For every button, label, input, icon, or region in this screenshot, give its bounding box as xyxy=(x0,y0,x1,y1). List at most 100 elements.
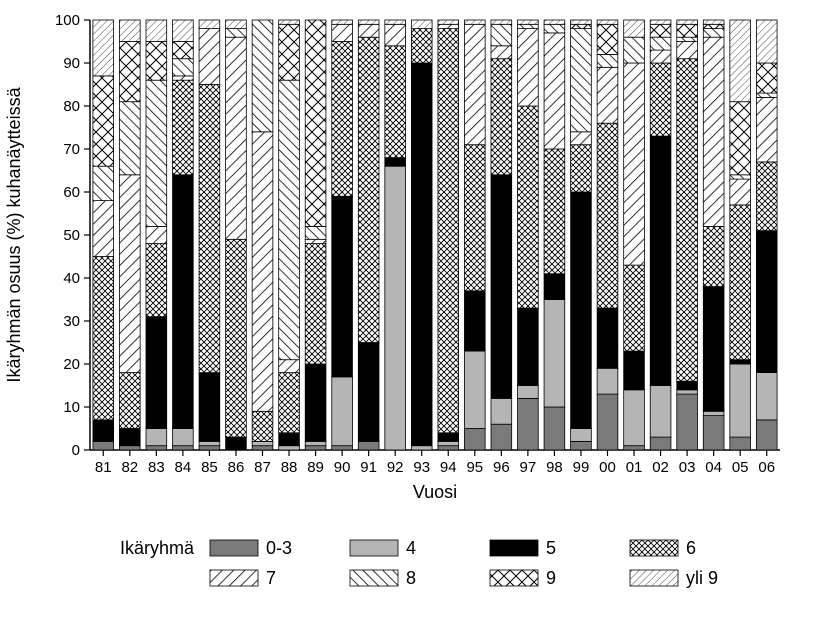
bar-segment xyxy=(305,239,326,243)
bar-segment xyxy=(677,381,698,390)
x-tick-label: 03 xyxy=(679,459,696,476)
bar-segment xyxy=(544,274,565,300)
bar-segment xyxy=(624,37,645,63)
bar-segment xyxy=(146,20,167,42)
bar-segment xyxy=(93,441,114,450)
y-tick-label: 10 xyxy=(63,399,80,416)
bar-segment xyxy=(332,446,353,450)
bar-segment xyxy=(756,162,777,231)
x-axis-label: Vuosi xyxy=(413,482,457,502)
bar-segment xyxy=(491,424,512,450)
bar-segment xyxy=(199,373,220,442)
legend-swatch xyxy=(490,540,538,556)
bar-segment xyxy=(199,446,220,450)
legend-swatch xyxy=(350,540,398,556)
bar-segment xyxy=(518,20,539,24)
bar-segment xyxy=(491,59,512,175)
y-tick-label: 100 xyxy=(55,12,80,29)
stacked-bar-chart: 0102030405060708090100Ikäryhmän osuus (%… xyxy=(0,0,816,624)
bar-segment xyxy=(438,29,459,433)
bar-segment xyxy=(571,429,592,442)
x-tick-label: 85 xyxy=(201,459,218,476)
bar-segment xyxy=(279,360,300,373)
bar-segment xyxy=(650,24,671,37)
bar-segment xyxy=(146,244,167,317)
bar-segment xyxy=(677,20,698,24)
bar-segment xyxy=(305,226,326,239)
legend-swatch xyxy=(210,570,258,586)
bar-segment xyxy=(730,175,751,179)
x-tick-label: 93 xyxy=(413,459,430,476)
bar-segment xyxy=(252,411,273,441)
bar-segment xyxy=(650,50,671,63)
bar-segment xyxy=(438,433,459,442)
bar-segment xyxy=(173,42,194,59)
bar-segment xyxy=(518,106,539,308)
bar-segment xyxy=(518,386,539,399)
x-tick-label: 83 xyxy=(148,459,165,476)
bar-segment xyxy=(173,76,194,80)
bar-segment xyxy=(624,20,645,37)
bar-segment xyxy=(119,429,140,446)
bar-segment xyxy=(650,63,671,136)
bar-segment xyxy=(252,132,273,412)
bar-segment xyxy=(119,175,140,373)
bar-segment xyxy=(597,368,618,394)
x-tick-label: 88 xyxy=(281,459,298,476)
bar-segment xyxy=(226,29,247,38)
bar-segment xyxy=(358,343,379,442)
bar-segment xyxy=(332,377,353,446)
bar-segment xyxy=(730,179,751,205)
bar-segment xyxy=(624,63,645,265)
legend-label: 9 xyxy=(546,568,556,588)
bar-segment xyxy=(597,67,618,123)
bar-segment xyxy=(119,102,140,175)
bar-segment xyxy=(279,433,300,446)
x-tick-label: 04 xyxy=(705,459,722,476)
bar-segment xyxy=(119,446,140,450)
bar-segment xyxy=(173,446,194,450)
bar-segment xyxy=(226,239,247,437)
x-tick-label: 97 xyxy=(520,459,537,476)
bar-segment xyxy=(358,20,379,24)
y-tick-label: 80 xyxy=(63,98,80,115)
bar-segment xyxy=(597,54,618,67)
bar-segment xyxy=(438,20,459,24)
x-tick-label: 91 xyxy=(360,459,377,476)
bar-segment xyxy=(332,42,353,197)
bar-segment xyxy=(199,29,220,85)
x-tick-label: 06 xyxy=(758,459,775,476)
bar-segment xyxy=(703,37,724,226)
bar-segment xyxy=(756,420,777,450)
bar-segment xyxy=(332,24,353,41)
bar-segment xyxy=(491,24,512,46)
bar-segment xyxy=(279,80,300,360)
bar-segment xyxy=(93,20,114,76)
y-tick-label: 60 xyxy=(63,184,80,201)
bar-segment xyxy=(438,441,459,445)
bar-segment xyxy=(173,175,194,429)
bar-segment xyxy=(544,20,565,24)
x-tick-label: 86 xyxy=(228,459,245,476)
bar-segment xyxy=(677,37,698,41)
bar-segment xyxy=(438,24,459,28)
bar-segment xyxy=(491,46,512,59)
bar-segment xyxy=(93,201,114,257)
x-tick-label: 98 xyxy=(546,459,563,476)
legend-label: 5 xyxy=(546,538,556,558)
bar-segment xyxy=(93,76,114,166)
bar-segment xyxy=(703,411,724,415)
bar-segment xyxy=(332,196,353,377)
bar-segment xyxy=(650,437,671,450)
bar-segment xyxy=(650,136,671,385)
bar-segment xyxy=(358,24,379,37)
x-tick-label: 87 xyxy=(254,459,271,476)
bar-segment xyxy=(518,308,539,385)
bar-segment xyxy=(385,166,406,450)
bar-segment xyxy=(571,24,592,28)
bar-segment xyxy=(146,42,167,81)
legend-label: 4 xyxy=(406,538,416,558)
bar-segment xyxy=(571,29,592,132)
bar-segment xyxy=(199,85,220,373)
legend-swatch xyxy=(350,570,398,586)
